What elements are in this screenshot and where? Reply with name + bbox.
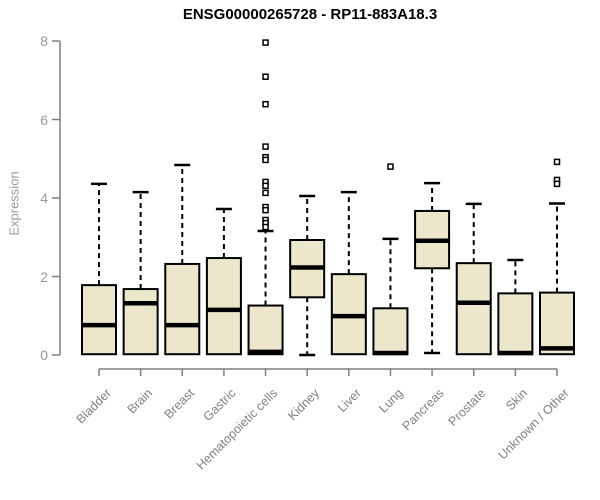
box-Lung (372, 307, 409, 356)
outlier-point (262, 206, 269, 214)
outlier-point (262, 73, 269, 80)
y-tick-label: 2 (40, 268, 48, 285)
y-tick-label: 8 (40, 33, 48, 49)
outlier-point (553, 158, 561, 166)
outlier-point (387, 163, 394, 170)
box-Skin (497, 292, 534, 356)
box-Unknown / Other (539, 291, 575, 356)
box-Brain (122, 288, 159, 356)
outlier-point (262, 223, 269, 231)
outlier-point (262, 182, 269, 190)
outlier-point (262, 143, 269, 150)
box-Gastric (205, 257, 242, 356)
box-Prostate (455, 262, 492, 356)
y-tick-label: 0 (40, 347, 48, 363)
box-Breast (164, 262, 201, 356)
outlier-point (262, 39, 269, 46)
box-Bladder (81, 284, 117, 356)
chart-title: ENSG00000265728 - RP11-883A18.3 (182, 6, 438, 23)
y-tick-label: 6 (40, 111, 48, 128)
outlier-point (262, 189, 269, 197)
outlier-point (262, 156, 269, 164)
outlier-point (553, 180, 561, 188)
y-tick-label: 4 (40, 190, 48, 206)
outlier-point (262, 100, 269, 108)
box-Hematopoietic cells (247, 304, 284, 356)
